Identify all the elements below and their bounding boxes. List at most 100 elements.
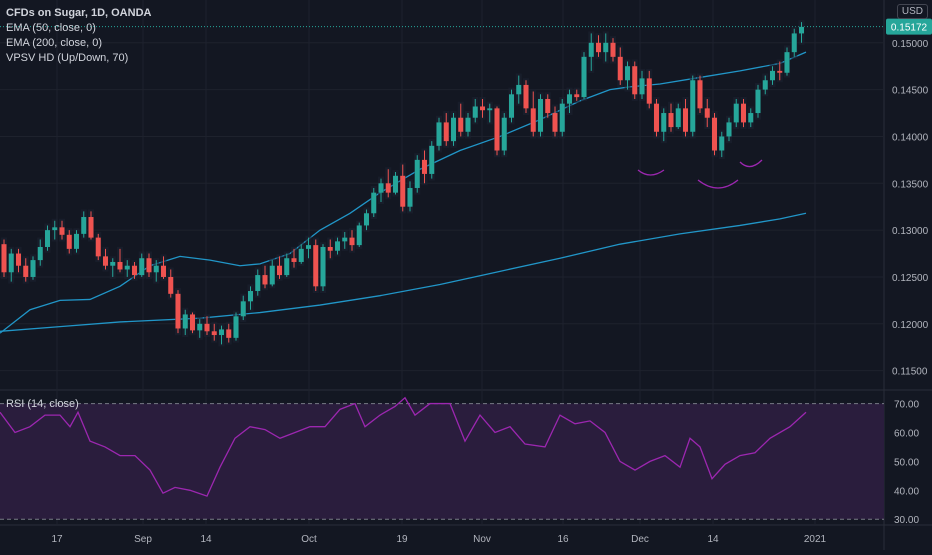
candle-body (103, 256, 108, 266)
candle-body (581, 56, 587, 98)
candle-body (545, 98, 551, 114)
price-tick-label: 0.14000 (892, 132, 929, 143)
candle-body (45, 230, 50, 247)
price-tick-label: 0.14500 (892, 86, 929, 97)
candle-body (277, 265, 282, 276)
candle-body (552, 113, 558, 132)
ema50-legend-item[interactable]: EMA (50, close, 0) (6, 22, 96, 34)
candle-body (110, 261, 116, 266)
candle-body (59, 227, 65, 235)
candle-body (226, 329, 232, 338)
candle-body (487, 108, 493, 111)
candle-body (429, 145, 435, 174)
rsi-legend-item[interactable]: RSI (14, close) (6, 398, 79, 410)
candle-body (451, 117, 456, 142)
candle-body (480, 106, 485, 111)
candle-body (313, 245, 319, 287)
candle-body (472, 106, 478, 118)
candle-body (327, 246, 333, 251)
candle-body (704, 108, 710, 118)
rsi-tick-label: 40.00 (894, 486, 919, 497)
candle-body (81, 217, 87, 234)
time-tick-label: Nov (473, 534, 491, 545)
candle-body (784, 52, 790, 73)
candle-body (639, 78, 645, 95)
candle-body (16, 253, 21, 266)
candle-body (443, 122, 449, 142)
price-tick-label: 0.15000 (892, 39, 929, 50)
head-arc (697, 179, 739, 189)
candle-body (23, 265, 29, 277)
candle-body (755, 89, 761, 114)
symbol-title[interactable]: CFDs on Sugar, 1D, OANDA (6, 7, 152, 19)
time-tick-label: Oct (301, 534, 317, 545)
candle-body (733, 103, 739, 123)
price-tick-label: 0.13000 (892, 226, 929, 237)
candle-body (291, 258, 297, 262)
candle-body (335, 241, 340, 251)
candle-body (153, 265, 159, 273)
candle-body (342, 237, 348, 242)
candle-body (1, 244, 7, 273)
candle-body (559, 103, 565, 132)
candle-body (269, 265, 275, 285)
candle-body (66, 234, 72, 249)
candle-body (596, 42, 601, 53)
candle-body (690, 80, 696, 132)
time-tick-label: 16 (557, 534, 569, 545)
candle-body (588, 42, 594, 57)
rsi-tick-label: 30.00 (894, 515, 919, 526)
candle-body (298, 248, 304, 262)
time-tick-label: 14 (707, 534, 719, 545)
candle-body (538, 98, 543, 132)
candle-body (603, 42, 609, 53)
price-tick-label: 0.12000 (892, 320, 929, 331)
candle-body (393, 175, 398, 193)
vpsv-legend-item[interactable]: VPSV HD (Up/Down, 70) (6, 52, 129, 64)
candle-body (240, 301, 246, 317)
time-tick-label: 17 (51, 534, 63, 545)
candle-body (37, 246, 43, 261)
candle-body (646, 78, 652, 104)
time-tick-label: Dec (631, 534, 649, 545)
candle-body (625, 66, 630, 81)
candle-body (88, 217, 94, 238)
ema200-legend-item[interactable]: EMA (200, close, 0) (6, 37, 102, 49)
candle-body (523, 84, 529, 109)
currency-button[interactable]: USD (896, 4, 928, 19)
candle-body (791, 33, 797, 53)
ema50-line (0, 51, 807, 334)
candle-body (371, 192, 377, 214)
candle-body (161, 265, 166, 277)
time-tick-label: 14 (200, 534, 212, 545)
candle-body (117, 261, 123, 270)
candle-body (197, 323, 203, 331)
candle-body (712, 117, 717, 151)
candle-body (385, 183, 391, 193)
candle-body (436, 122, 442, 146)
candle-body (509, 94, 514, 118)
candle-body (574, 94, 580, 98)
candle-body (146, 258, 152, 273)
candle-body (719, 136, 725, 151)
candle-body (124, 265, 130, 270)
candle-body (190, 314, 195, 331)
candle-body (356, 225, 362, 246)
candle-body (675, 108, 681, 128)
candle-body (567, 94, 572, 104)
time-tick-label: 19 (396, 534, 408, 545)
candle-body (349, 237, 355, 246)
candle-body (762, 80, 768, 90)
candle-body (407, 187, 413, 207)
candle-body (8, 253, 14, 273)
candle-body (364, 213, 369, 226)
current-price-tag (886, 18, 932, 35)
candle-body (770, 70, 775, 81)
candle-body (219, 329, 224, 336)
chart-legend: CFDs on Sugar, 1D, OANDA EMA (50, close,… (6, 6, 151, 66)
price-tick-label: 0.12500 (892, 273, 929, 284)
candle-body (233, 316, 239, 338)
candle-body (777, 70, 783, 73)
